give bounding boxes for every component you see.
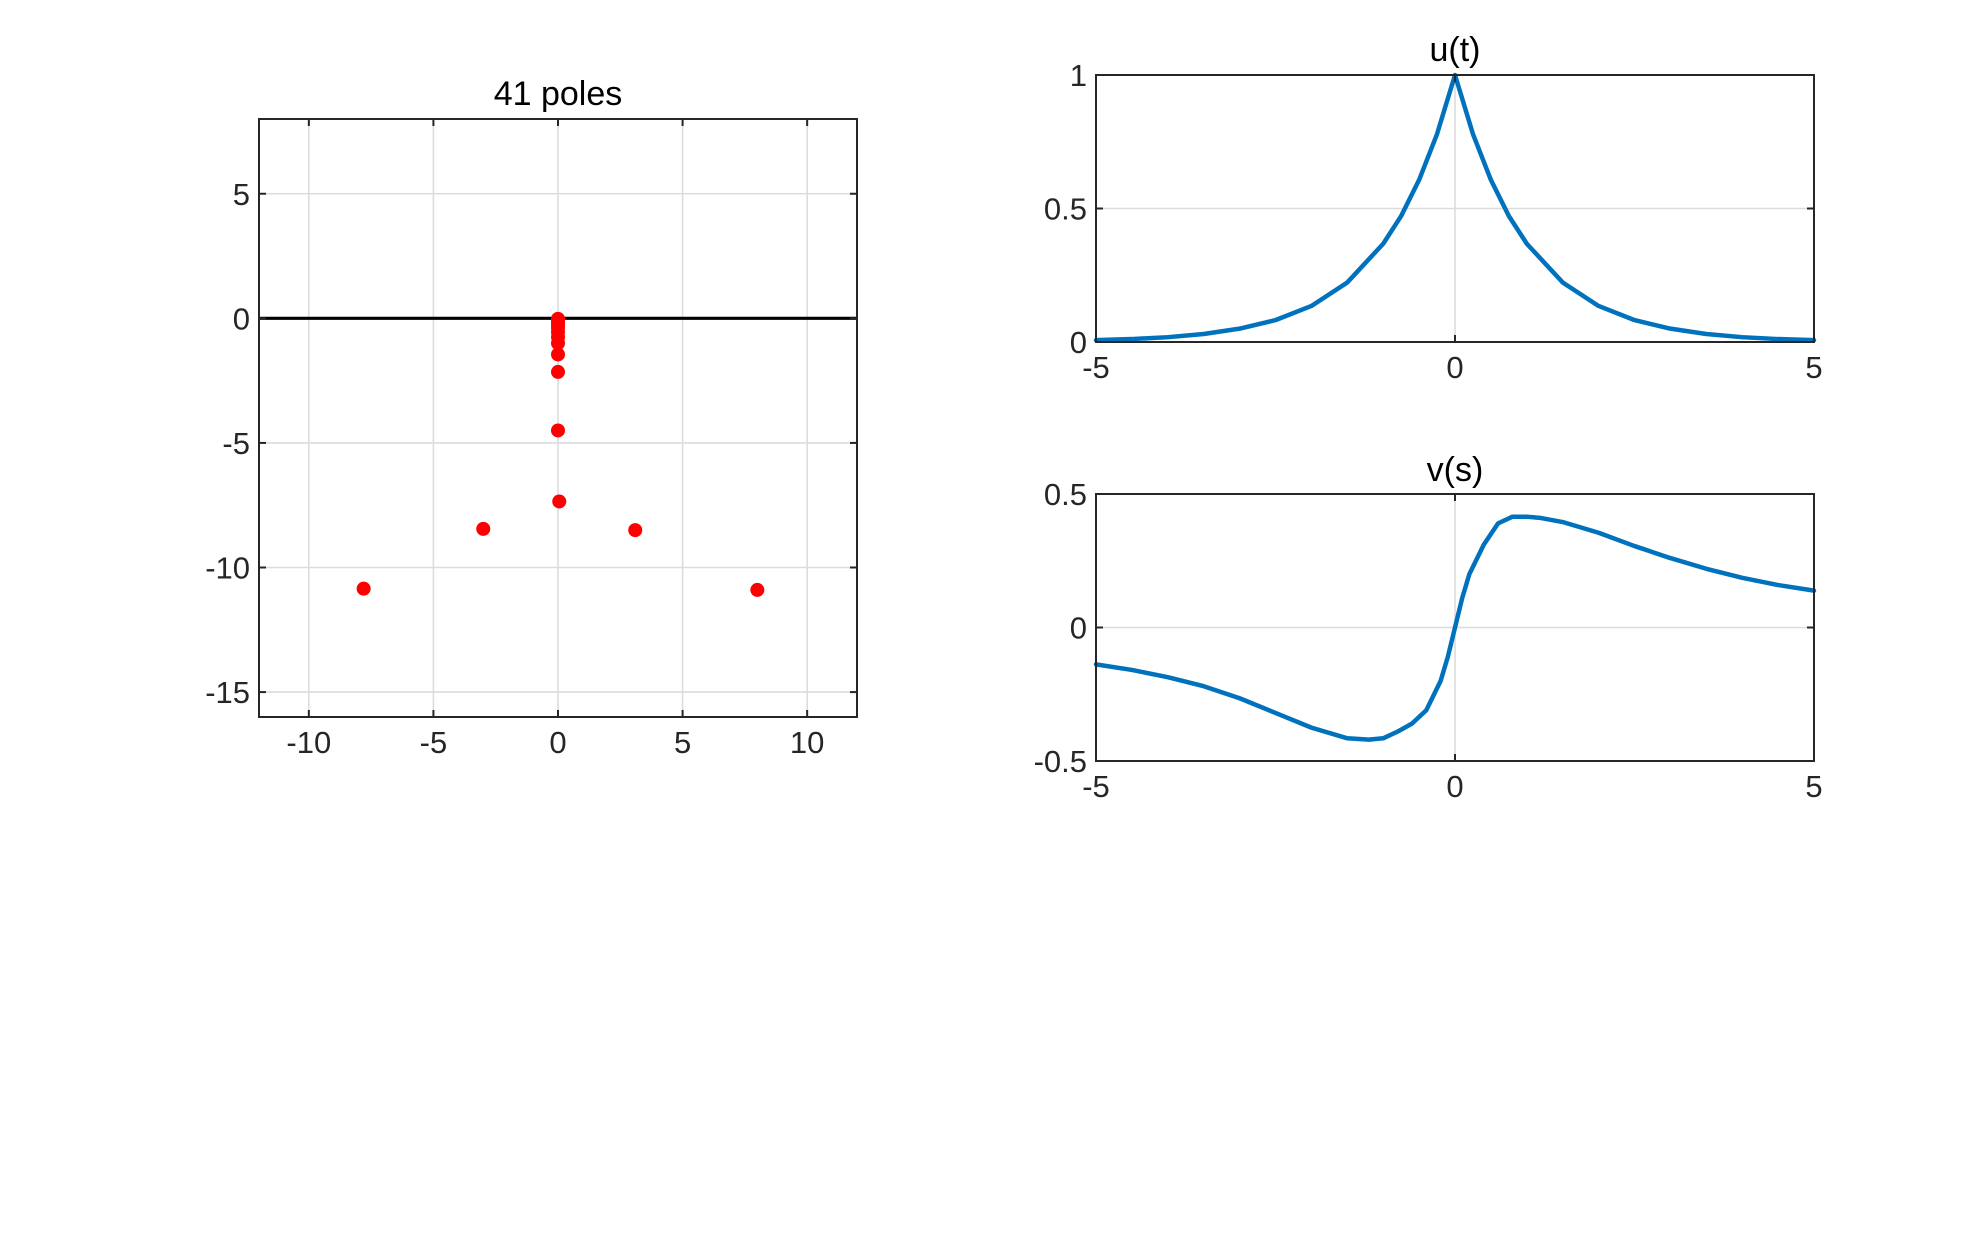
u-plot-x-tick-labels: -5 0 5 [1082,350,1822,385]
poles-plot-title: 41 poles [494,75,623,113]
v-plot-title: v(s) [1427,451,1484,489]
u-plot-y-tick-labels: 10.50 [1044,58,1087,360]
x-tick-label: -5 [1082,350,1110,385]
poles-plot-grid [259,119,857,717]
y-tick-label: 0.5 [1044,192,1087,227]
x-tick-label: -5 [420,725,448,760]
y-tick-label: 1 [1070,58,1087,93]
y-tick-label: 0 [233,301,250,336]
pole-marker [750,582,765,597]
u-plot: u(t) -5 0 5 10.50 [1044,31,1823,385]
pole-marker [551,336,565,351]
x-tick-label: 0 [549,725,566,760]
x-tick-label: -5 [1082,769,1110,804]
y-tick-label: -15 [205,675,250,710]
u-plot-title: u(t) [1430,31,1481,69]
u-plot-grid [1095,74,1815,343]
x-tick-label: -10 [286,725,331,760]
poles-plot-ticks [259,119,857,717]
y-tick-label: 0 [1070,611,1087,646]
pole-marker [551,423,565,438]
poles-plot-y-tick-labels: 5 0 -5 -10 -15 [205,177,250,710]
y-tick-label: 0 [1070,325,1087,360]
pole-marker [476,521,491,536]
x-tick-label: 5 [1805,350,1822,385]
pole-marker [552,494,567,509]
x-tick-label: 5 [1805,769,1822,804]
pole-markers [356,311,765,597]
x-tick-label: 0 [1446,769,1463,804]
x-tick-label: 0 [1446,350,1463,385]
v-plot: v(s) -5 0 5 0.5 0 -0.5 [1034,451,1823,804]
v-curve [1093,514,1817,742]
pole-marker [551,347,565,362]
poles-plot-x-tick-labels: -10 -5 0 5 10 [286,725,824,760]
pole-marker [356,581,371,596]
y-tick-label: 0.5 [1044,477,1087,512]
v-plot-x-tick-labels: -5 0 5 [1082,769,1822,804]
y-tick-label: 5 [233,177,250,212]
y-tick-label: -5 [222,426,250,461]
x-tick-label: 5 [674,725,691,760]
pole-marker [551,364,565,379]
x-tick-label: 10 [790,725,824,760]
y-tick-label: -10 [205,551,250,586]
y-tick-label: -0.5 [1034,744,1087,779]
v-plot-ticks [1095,493,1815,762]
u-plot-ticks [1095,74,1815,343]
v-plot-y-tick-labels: 0.5 0 -0.5 [1034,477,1087,779]
pole-marker [628,523,643,538]
poles-plot: 41 poles -10 -5 0 5 10 5 0 -5 -10 -15 [205,75,858,760]
